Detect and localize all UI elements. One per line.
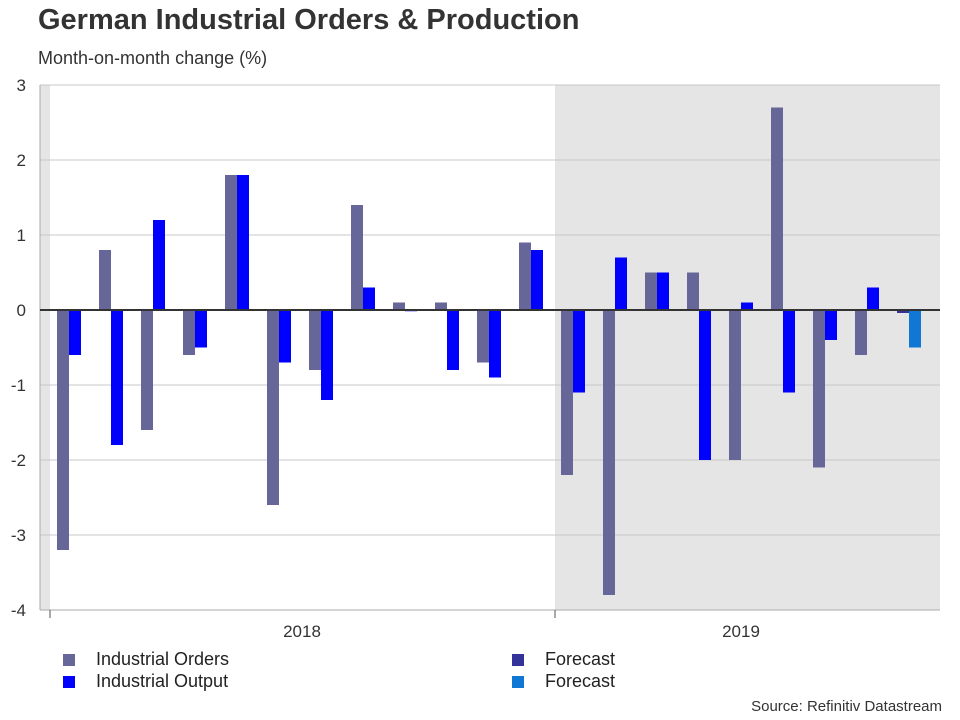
y-tick-label: -3: [11, 526, 26, 545]
bar-industrial-orders: [183, 310, 195, 355]
legend-swatch-forecast-output: [512, 676, 524, 688]
bar-industrial-orders: [57, 310, 69, 550]
bar-industrial-output: [825, 310, 837, 340]
chart-subtitle: Month-on-month change (%): [38, 48, 268, 68]
bar-industrial-output: [69, 310, 81, 355]
bar-industrial-output: [195, 310, 207, 348]
y-tick-label: 0: [17, 301, 26, 320]
bar-industrial-orders: [477, 310, 489, 363]
x-year-label: 2019: [722, 622, 760, 641]
bar-industrial-output: [867, 287, 879, 310]
legend-output: Industrial Output: [96, 671, 229, 691]
bar-industrial-output: [153, 220, 165, 310]
y-tick-label: -1: [11, 376, 26, 395]
y-tick-label: -2: [11, 451, 26, 470]
bar-industrial-output: [741, 302, 753, 310]
legend-forecast-orders: Forecast: [545, 649, 616, 669]
bar-industrial-orders: [855, 310, 867, 355]
bar-industrial-orders: [813, 310, 825, 468]
bar-industrial-output: [111, 310, 123, 445]
bar-industrial-orders: [729, 310, 741, 460]
legend-forecast-output: Forecast: [545, 671, 616, 691]
bar-industrial-output: [279, 310, 291, 363]
bar-industrial-orders: [309, 310, 321, 370]
bar-industrial-orders: [771, 107, 783, 310]
bar-industrial-orders: [603, 310, 615, 595]
x-year-label: 2018: [283, 622, 321, 641]
bar-industrial-output: [783, 310, 795, 393]
bar-industrial-output: [615, 257, 627, 310]
bar-industrial-orders: [687, 272, 699, 310]
bar-industrial-output: [237, 175, 249, 310]
bar-industrial-orders: [267, 310, 279, 505]
y-tick-label: -4: [11, 601, 26, 620]
bar-industrial-output: [657, 272, 669, 310]
bar-industrial-orders: [519, 242, 531, 310]
y-tick-label: 2: [17, 151, 26, 170]
bar-industrial-orders: [645, 272, 657, 310]
shade-2017: [40, 85, 50, 610]
bar-industrial-output: [909, 310, 921, 348]
bar-industrial-orders: [225, 175, 237, 310]
chart-title: German Industrial Orders & Production: [38, 4, 580, 36]
bar-industrial-orders: [897, 310, 909, 313]
bar-industrial-orders: [99, 250, 111, 310]
shade-2019: [555, 85, 940, 610]
bar-industrial-output: [531, 250, 543, 310]
legend-swatch-forecast-orders: [512, 654, 524, 666]
bar-industrial-output: [699, 310, 711, 460]
bar-industrial-orders: [351, 205, 363, 310]
y-tick-label: 3: [17, 76, 26, 95]
bar-industrial-output: [489, 310, 501, 378]
legend-orders: Industrial Orders: [96, 649, 230, 669]
bar-industrial-output: [573, 310, 585, 393]
legend-swatch-output: [63, 676, 75, 688]
bar-industrial-orders: [561, 310, 573, 475]
source-note: Source: Refinitiv Datastream: [751, 698, 942, 715]
bar-industrial-orders: [141, 310, 153, 430]
bar-industrial-orders: [435, 302, 447, 310]
legend-swatch-orders: [63, 654, 75, 666]
bar-industrial-output: [321, 310, 333, 400]
bar-industrial-orders: [393, 302, 405, 310]
bar-industrial-output: [447, 310, 459, 370]
bar-industrial-output: [363, 287, 375, 310]
y-tick-label: 1: [17, 226, 26, 245]
